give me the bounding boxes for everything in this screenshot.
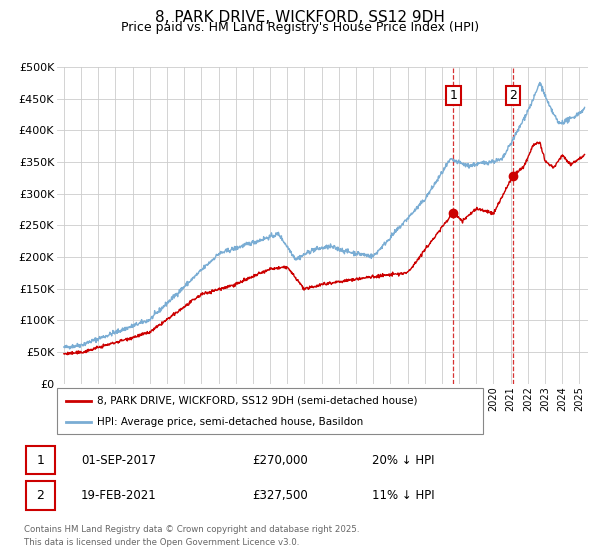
Text: 01-SEP-2017: 01-SEP-2017 xyxy=(81,454,156,467)
Text: 1: 1 xyxy=(449,89,457,102)
Text: HPI: Average price, semi-detached house, Basildon: HPI: Average price, semi-detached house,… xyxy=(97,417,364,427)
Text: Contains HM Land Registry data © Crown copyright and database right 2025.
This d: Contains HM Land Registry data © Crown c… xyxy=(24,525,359,547)
FancyBboxPatch shape xyxy=(26,482,55,510)
Text: £270,000: £270,000 xyxy=(252,454,308,467)
Text: Price paid vs. HM Land Registry's House Price Index (HPI): Price paid vs. HM Land Registry's House … xyxy=(121,21,479,34)
FancyBboxPatch shape xyxy=(26,446,55,474)
FancyBboxPatch shape xyxy=(57,388,483,434)
Text: 8, PARK DRIVE, WICKFORD, SS12 9DH (semi-detached house): 8, PARK DRIVE, WICKFORD, SS12 9DH (semi-… xyxy=(97,396,418,406)
Text: £327,500: £327,500 xyxy=(252,489,308,502)
Text: 2: 2 xyxy=(509,89,517,102)
Text: 11% ↓ HPI: 11% ↓ HPI xyxy=(372,489,434,502)
Text: 1: 1 xyxy=(37,454,44,467)
Text: 2: 2 xyxy=(37,489,44,502)
Text: 8, PARK DRIVE, WICKFORD, SS12 9DH: 8, PARK DRIVE, WICKFORD, SS12 9DH xyxy=(155,10,445,25)
Text: 20% ↓ HPI: 20% ↓ HPI xyxy=(372,454,434,467)
Text: 19-FEB-2021: 19-FEB-2021 xyxy=(81,489,157,502)
